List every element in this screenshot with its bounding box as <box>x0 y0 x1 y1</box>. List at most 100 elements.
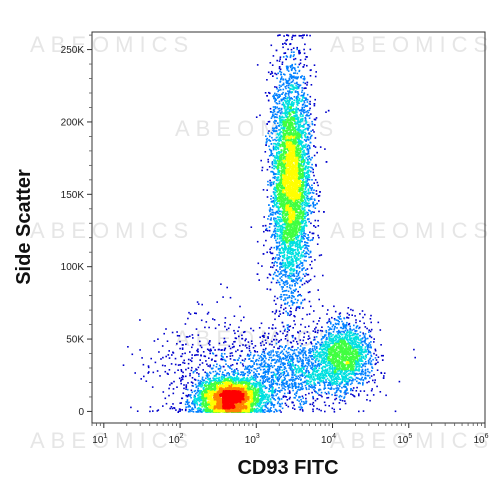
event-dot <box>248 347 251 350</box>
event-dot <box>215 377 218 380</box>
event-dot <box>318 320 320 322</box>
event-dot <box>305 190 307 193</box>
event-dot <box>310 256 312 258</box>
event-dot <box>368 331 370 333</box>
event-dot <box>366 327 368 330</box>
event-dot <box>283 373 285 376</box>
event-dot <box>314 199 316 201</box>
event-dot <box>306 242 309 244</box>
event-dot <box>279 271 282 273</box>
event-dot <box>285 381 288 383</box>
event-dot <box>307 218 309 221</box>
event-dot <box>290 91 293 94</box>
event-dot <box>272 106 275 108</box>
event-dot <box>311 363 313 365</box>
event-dot <box>175 409 177 411</box>
event-dot <box>242 374 244 377</box>
event-dot <box>328 318 331 320</box>
event-dot <box>227 376 230 379</box>
event-dot <box>246 380 248 383</box>
event-dot <box>244 365 247 368</box>
event-dot <box>263 385 265 388</box>
event-dot <box>283 348 285 351</box>
event-dot <box>369 399 371 402</box>
event-dot <box>293 374 296 376</box>
event-dot <box>301 351 304 353</box>
event-dot <box>200 390 203 392</box>
event-dot <box>267 99 270 102</box>
event-dot <box>274 113 277 115</box>
event-dot <box>336 319 338 321</box>
event-dot <box>259 387 262 390</box>
event-dot <box>335 391 338 394</box>
event-dot <box>307 160 309 163</box>
event-dot <box>276 143 278 146</box>
event-dot <box>266 196 269 198</box>
event-dot <box>271 388 274 390</box>
event-dot <box>305 400 307 402</box>
event-dot <box>283 247 286 249</box>
event-dot <box>160 358 162 360</box>
event-dot <box>273 219 276 222</box>
event-dot <box>321 368 324 371</box>
event-dot <box>273 299 276 302</box>
event-dot <box>279 296 281 298</box>
event-dot <box>294 69 297 72</box>
event-dot <box>363 350 366 352</box>
event-dot <box>295 386 297 388</box>
event-dot <box>301 283 304 286</box>
event-dot <box>301 318 304 320</box>
event-dot <box>282 325 285 328</box>
event-dot <box>231 354 234 357</box>
event-dot <box>306 110 309 112</box>
event-dot <box>297 249 299 251</box>
event-dot <box>319 355 321 357</box>
event-dot <box>298 370 300 372</box>
event-dot <box>284 307 287 309</box>
event-dot <box>345 323 348 326</box>
event-dot <box>261 377 264 379</box>
event-dot <box>285 100 288 103</box>
event-dot <box>197 387 199 390</box>
event-dot <box>299 348 301 351</box>
event-dot <box>296 270 298 272</box>
event-dot <box>174 371 176 374</box>
event-dot <box>299 52 301 55</box>
event-dot <box>345 335 347 337</box>
event-dot <box>291 297 293 299</box>
event-dot <box>276 261 278 264</box>
event-dot <box>304 269 307 271</box>
event-dot <box>303 139 306 141</box>
event-dot <box>330 386 333 389</box>
event-dot <box>283 387 285 390</box>
event-dot <box>361 343 364 346</box>
event-dot <box>343 397 345 399</box>
event-dot <box>297 126 300 128</box>
event-dot <box>294 368 297 370</box>
event-dot <box>286 39 288 41</box>
event-dot <box>202 369 204 371</box>
event-dot <box>308 352 310 354</box>
event-dot <box>278 359 280 362</box>
event-dot <box>309 386 312 388</box>
event-dot <box>196 369 198 371</box>
event-dot <box>284 281 286 284</box>
event-dot <box>277 144 279 147</box>
event-dot <box>270 252 272 255</box>
event-dot <box>278 100 281 103</box>
event-dot <box>208 374 210 377</box>
event-dot <box>222 365 225 368</box>
event-dot <box>286 254 289 257</box>
event-dot <box>294 315 296 318</box>
event-dot <box>297 123 299 126</box>
event-dot <box>333 378 335 380</box>
event-dot <box>186 399 189 401</box>
event-dot <box>301 384 303 386</box>
event-dot <box>287 90 289 92</box>
event-dot <box>278 409 281 412</box>
event-dot <box>300 228 302 231</box>
event-dot <box>278 360 280 363</box>
event-dot <box>300 136 303 138</box>
event-dot <box>153 340 156 342</box>
event-dot <box>218 364 221 367</box>
